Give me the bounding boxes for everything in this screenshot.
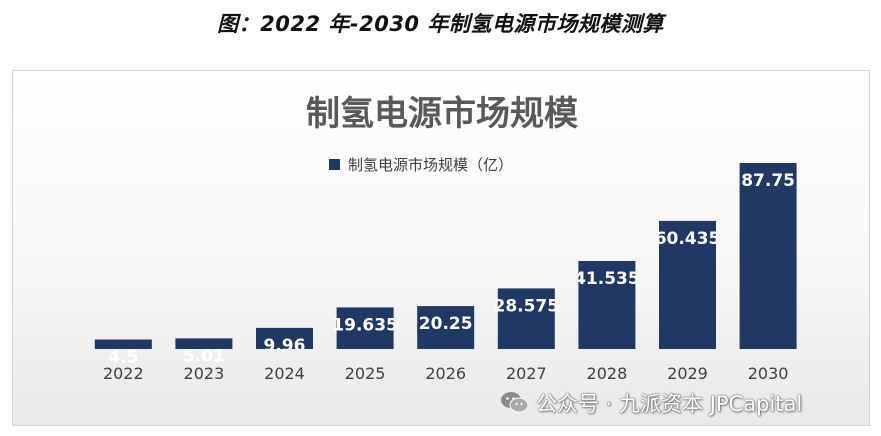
data-label-2030: 87.75 [741,171,795,191]
data-label-2025: 19.635 [332,315,398,335]
bar-2027 [497,288,555,349]
bar-2029 [659,220,716,349]
x-tick-2025: 2025 [345,364,386,383]
bar-2024 [256,327,313,349]
chart-title: 制氢电源市场规模 [306,94,578,134]
watermark: 公众号 · 九派资本 JPCapital [500,388,802,418]
wechat-icon [501,392,529,413]
legend-swatch [329,159,340,170]
x-tick-2024: 2024 [264,364,305,383]
bar-2028 [578,261,636,349]
bar-2030 [739,163,797,349]
data-label-2026: 20.25 [419,314,473,334]
x-tick-2028: 2028 [587,364,628,383]
data-labels-group: 4.5 5.01 9.96 19.635 20.25 28.575 41.535 60.435… [108,171,795,368]
bar-2022 [94,339,152,349]
x-tick-2023: 2023 [184,364,225,383]
bar-chart: 制氢电源市场规模 制氢电源市场规模（亿） 4.5 5.01 9.96 19.635 20… [94,94,797,383]
legend: 制氢电源市场规模（亿） [329,156,513,174]
legend-label: 制氢电源市场规模（亿） [348,156,513,174]
bar-2023 [175,338,233,349]
data-label-2023: 5.01 [183,346,225,366]
chart-frame: 制氢电源市场规模 制氢电源市场规模（亿） 4.5 5.01 9.96 19.635 20… [12,70,870,426]
x-tick-2029: 2029 [667,364,708,383]
data-label-2024: 9.96 [264,336,306,356]
x-tick-2030: 2030 [748,364,789,383]
figure-caption: 图：2022 年-2030 年制氢电源市场规模测算 [217,12,664,36]
x-tick-2027: 2027 [506,364,547,383]
bar-2026 [417,306,475,349]
bar-2025 [336,307,394,349]
bars-group [94,163,797,349]
x-axis-tick-labels: 2022 2023 2024 2025 2026 2027 2028 2029 2030 [103,364,789,383]
data-label-2029: 60.435 [655,229,721,249]
x-tick-2022: 2022 [103,364,144,383]
data-label-2027: 28.575 [493,296,559,316]
watermark-text: 公众号 · 九派资本 JPCapital [536,392,803,416]
data-label-2028: 41.535 [574,269,640,289]
x-tick-2026: 2026 [425,364,466,383]
data-label-2022: 4.5 [108,348,138,368]
